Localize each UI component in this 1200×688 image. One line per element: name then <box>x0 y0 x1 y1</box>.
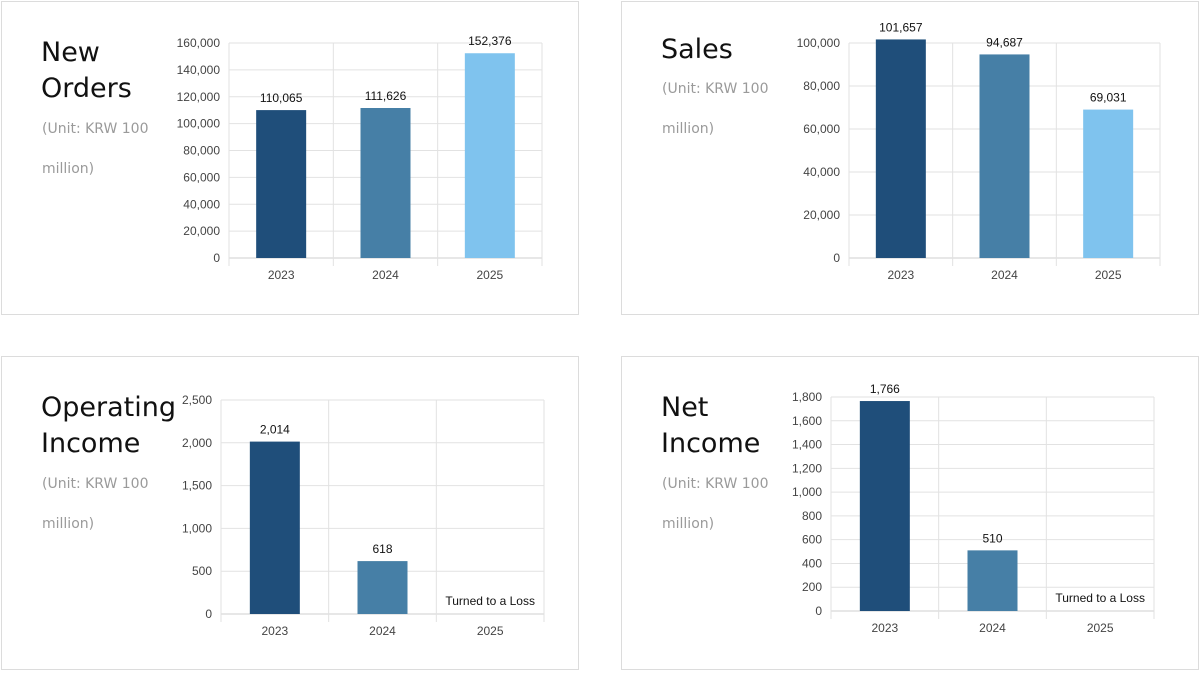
bar-2025 <box>1083 109 1134 259</box>
data-label: 101,657 <box>879 20 923 34</box>
x-tick-label: 2025 <box>476 268 503 282</box>
y-tick-label: 2,000 <box>182 436 212 450</box>
bar-2023 <box>875 39 926 258</box>
y-tick-label: 600 <box>802 533 822 547</box>
x-tick-label: 2024 <box>979 621 1006 635</box>
y-tick-label: 60,000 <box>183 170 220 184</box>
data-label: 1,766 <box>870 382 900 396</box>
y-tick-label: 0 <box>815 604 822 618</box>
bar-2023 <box>859 401 910 611</box>
bar-2023 <box>249 441 300 614</box>
y-tick-label: 40,000 <box>183 197 220 211</box>
x-tick-label: 2024 <box>369 624 396 638</box>
y-tick-label: 1,800 <box>792 390 822 404</box>
y-tick-label: 100,000 <box>177 117 221 131</box>
net-income-card: Net Income (Unit: KRW 100 million) 0 200 4… <box>621 356 1199 670</box>
operating-income-unit: (Unit: KRW 100 million) <box>42 476 149 532</box>
sales-card: Sales (Unit: KRW 100 million) 0 20,000 40,… <box>621 1 1199 315</box>
operating-income-title: Operating Income <box>41 392 176 459</box>
x-tick-label: 2023 <box>887 268 914 282</box>
net-income-chart: 0 200 400 600 800 1,000 1,200 1,400 1,600 1,800 1,… <box>792 382 1155 635</box>
new-orders-title: New Orders <box>41 37 132 104</box>
y-tick-label: 0 <box>833 251 840 265</box>
new-orders-unit: (Unit: KRW 100 million) <box>42 121 149 177</box>
bar-2024 <box>967 550 1018 611</box>
y-tick-label: 1,400 <box>792 438 822 452</box>
bar-2024 <box>357 561 408 614</box>
bar-2025 <box>464 53 515 258</box>
data-label: 111,626 <box>365 89 407 103</box>
x-tick-label: 2025 <box>1087 621 1114 635</box>
net-income-title: Net Income <box>661 392 761 459</box>
y-tick-label: 80,000 <box>803 79 840 93</box>
y-tick-label: 1,500 <box>182 479 212 493</box>
data-label: 510 <box>982 531 1002 545</box>
new-orders-card: New Orders (Unit: KRW 100 million) 0 20,0… <box>1 1 579 315</box>
y-tick-label: 0 <box>205 607 212 621</box>
y-tick-label: 800 <box>802 509 822 523</box>
data-label: Turned to a Loss <box>1055 591 1145 605</box>
y-tick-label: 500 <box>192 564 212 578</box>
x-tick-label: 2023 <box>871 621 898 635</box>
new-orders-chart: 0 20,000 40,000 60,000 80,000 100,000 120,000 1… <box>177 34 543 282</box>
data-label: Turned to a Loss <box>445 594 535 608</box>
y-tick-label: 2,500 <box>182 393 212 407</box>
x-tick-label: 2023 <box>268 268 295 282</box>
y-tick-label: 400 <box>802 556 822 570</box>
y-tick-label: 20,000 <box>803 208 840 222</box>
x-tick-label: 2025 <box>477 624 504 638</box>
y-tick-label: 40,000 <box>803 165 840 179</box>
y-tick-label: 80,000 <box>183 144 220 158</box>
y-tick-label: 140,000 <box>177 63 221 77</box>
sales-chart: 0 20,000 40,000 60,000 80,000 100,000 101,657 2… <box>797 20 1161 282</box>
net-income-unit: (Unit: KRW 100 million) <box>662 476 769 532</box>
data-label: 69,031 <box>1090 91 1127 105</box>
sales-unit: (Unit: KRW 100 million) <box>662 81 769 137</box>
y-tick-label: 120,000 <box>177 90 221 104</box>
y-tick-label: 60,000 <box>803 122 840 136</box>
y-tick-label: 0 <box>213 251 220 265</box>
y-tick-label: 20,000 <box>183 224 220 238</box>
y-tick-label: 1,000 <box>792 485 822 499</box>
bar-2023 <box>256 110 307 258</box>
operating-income-chart: 0 500 1,000 1,500 2,000 2,500 2,014 2023 618 2024… <box>182 393 545 638</box>
sales-title: Sales <box>661 34 733 65</box>
bar-2024 <box>360 108 411 258</box>
data-label: 618 <box>372 542 392 556</box>
data-label: 110,065 <box>260 91 303 105</box>
y-tick-label: 1,200 <box>792 461 822 475</box>
x-tick-label: 2024 <box>372 268 399 282</box>
x-tick-label: 2024 <box>991 268 1018 282</box>
y-tick-label: 160,000 <box>177 36 221 50</box>
data-label: 152,376 <box>468 34 512 48</box>
y-tick-label: 1,000 <box>182 521 212 535</box>
y-tick-label: 200 <box>802 580 822 594</box>
bar-2024 <box>979 54 1030 259</box>
x-tick-label: 2025 <box>1095 268 1122 282</box>
data-label: 2,014 <box>260 423 290 437</box>
y-tick-label: 1,600 <box>792 414 822 428</box>
x-tick-label: 2023 <box>261 624 288 638</box>
operating-income-card: Operating Income (Unit: KRW 100 million)… <box>1 356 579 670</box>
data-label: 94,687 <box>986 35 1023 49</box>
y-tick-label: 100,000 <box>797 36 841 50</box>
